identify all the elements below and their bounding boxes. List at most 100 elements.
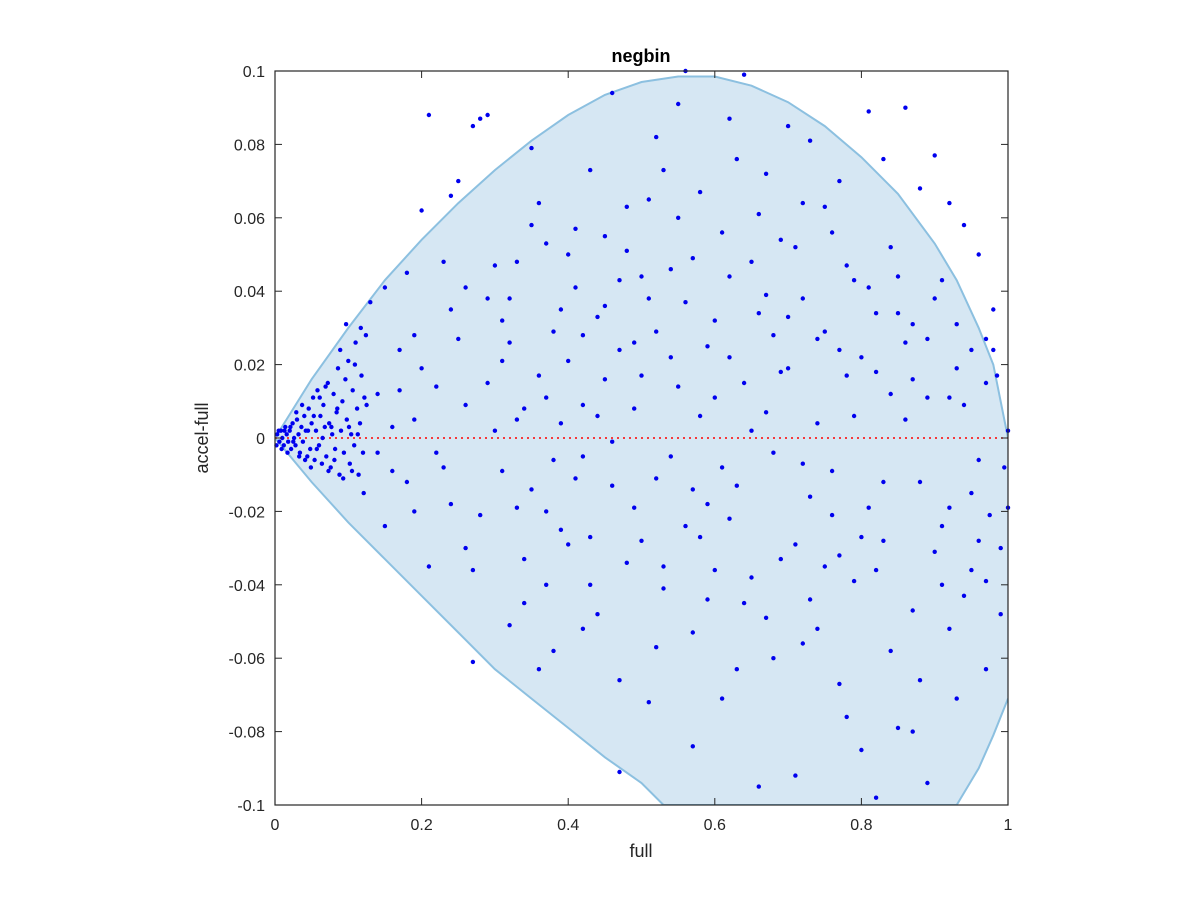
data-point [837,681,842,687]
data-point [668,355,673,360]
data-point [595,413,600,419]
data-point [294,417,300,422]
data-point [771,656,776,661]
data-point [368,300,373,305]
data-point [595,612,600,617]
data-point [404,270,410,275]
data-point [311,413,316,419]
data-point [815,421,820,426]
data-point [315,388,320,393]
data-point [343,322,349,327]
data-point [961,593,967,598]
data-point [573,476,578,481]
y-tick-label: 0.1 [243,64,265,81]
data-point [756,784,761,789]
data-point [690,256,695,261]
data-point [632,406,637,411]
data-point [356,472,361,477]
data-point [354,406,360,411]
y-tick-label: 0.06 [234,211,265,228]
data-point [873,795,879,800]
data-point [800,461,805,466]
data-point [998,612,1003,617]
x-tick-label: 0.2 [410,817,432,834]
data-point [749,259,754,264]
data-point [741,600,747,606]
data-point [873,311,879,316]
data-point [932,549,937,554]
data-point [456,336,461,342]
data-point [344,417,349,422]
x-tick-label: 0.6 [704,817,726,834]
data-point [741,380,747,386]
data-point [335,406,340,411]
data-point [580,402,586,408]
data-point [441,465,446,470]
data-point [507,623,512,628]
data-point [566,358,571,364]
data-point [305,454,310,459]
data-point [463,402,468,408]
data-point [749,428,754,433]
data-point [332,446,338,452]
data-point [873,567,879,573]
data-point [654,134,659,140]
data-point [969,347,974,353]
data-point [412,333,417,338]
data-point [800,200,805,206]
data-point [283,424,288,430]
data-point [293,443,298,448]
data-point [771,333,776,338]
data-point [617,678,622,683]
x-tick-labels: 0 0.2 0.4 0.6 0.8 1 [271,817,1013,834]
data-point [697,534,703,540]
x-axis-title: full [629,841,652,861]
data-point [588,582,593,587]
data-point [668,267,673,272]
data-point [352,443,357,448]
data-point [355,432,360,437]
data-point [676,101,681,107]
data-point [903,340,908,345]
data-point [697,413,703,419]
data-point [306,406,311,411]
data-point [793,245,798,250]
data-point [558,421,564,426]
data-point [676,384,681,389]
data-points [274,68,1011,800]
data-point [282,428,287,433]
data-point [910,377,915,382]
data-point [448,501,454,507]
data-point [822,204,827,209]
data-point [932,296,937,301]
data-point [294,410,299,415]
data-point [837,553,842,558]
data-point [580,333,586,338]
data-point [338,428,344,433]
data-point [881,156,886,162]
data-point [318,413,323,419]
data-point [859,747,864,753]
data-point [639,373,644,378]
data-point [947,395,952,400]
data-point [522,406,527,411]
y-tick-label: 0 [256,431,265,448]
data-point [961,222,967,228]
data-point [419,366,424,371]
data-point [363,333,369,338]
data-point [412,509,417,514]
data-point [602,303,608,309]
data-point [346,358,351,364]
data-point [277,439,282,444]
data-point [734,483,739,488]
data-point [390,424,395,430]
data-point [859,355,864,360]
data-point [529,145,534,151]
x-tick-label: 0.4 [557,817,579,834]
data-point [397,388,402,393]
data-point [310,395,316,400]
data-point [558,527,564,532]
data-point [661,564,666,569]
data-point [991,347,996,353]
data-point [478,512,483,518]
